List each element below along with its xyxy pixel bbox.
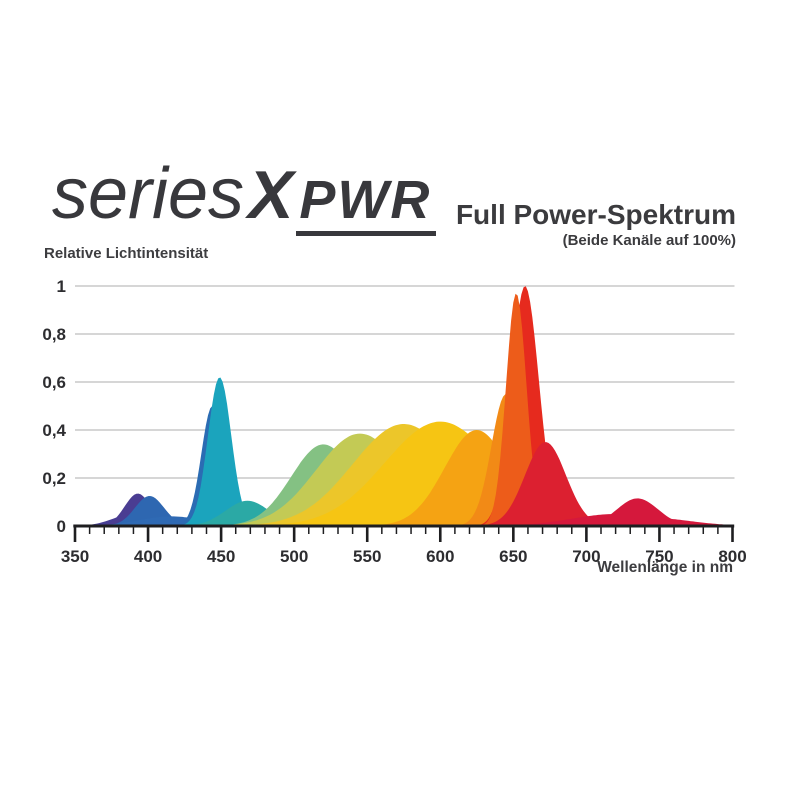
spectrum-band-orange-625 (316, 430, 638, 526)
x-tick-label: 550 (353, 547, 381, 566)
y-axis-title: Relative Lichtintensität (44, 245, 209, 262)
brand-series-text: series (52, 154, 245, 234)
x-axis-title: Wellenlänge in nm (597, 559, 733, 576)
y-tick-label: 0,6 (42, 373, 66, 392)
spectrum-band-cyan-470 (137, 500, 357, 526)
spectrum-band-orange-red-652 (465, 293, 568, 526)
y-tick-label: 0,8 (42, 325, 66, 344)
y-tick-label: 0,2 (42, 469, 66, 488)
x-tick-label: 750 (645, 547, 673, 566)
chart-title: Full Power-Spektrum (455, 199, 736, 230)
spectrum-band-teal-450 (161, 377, 279, 526)
chart-subtitle: (Beide Kanäle auf 100%) (562, 232, 736, 249)
spectrum-band-gold-600 (162, 421, 718, 526)
spectrum-band-far-red-735 (535, 498, 733, 526)
spectrum-band-far-red-tail (443, 517, 733, 526)
brand-pwr-text: PWR (296, 173, 437, 236)
x-tick-label: 700 (572, 547, 600, 566)
x-tick-label: 650 (499, 547, 527, 566)
chart-title-block: Full Power-Spektrum (Beide Kanäle auf 10… (456, 199, 736, 249)
spectrum-band-blue-400 (76, 496, 223, 526)
brand-logo: series X PWR (52, 154, 437, 236)
y-tick-label: 0,4 (42, 421, 66, 440)
brand-x-text: X (248, 157, 294, 233)
x-tick-label: 400 (134, 547, 162, 566)
x-tick-label: 800 (718, 547, 746, 566)
x-tick-label: 350 (61, 547, 89, 566)
y-tick-label: 0 (57, 517, 66, 536)
x-tick-label: 450 (207, 547, 235, 566)
x-tick-label: 500 (280, 547, 308, 566)
x-tick-label: 600 (426, 547, 454, 566)
y-tick-label: 1 (57, 277, 66, 296)
spectrum-band-crimson-672 (443, 442, 648, 526)
